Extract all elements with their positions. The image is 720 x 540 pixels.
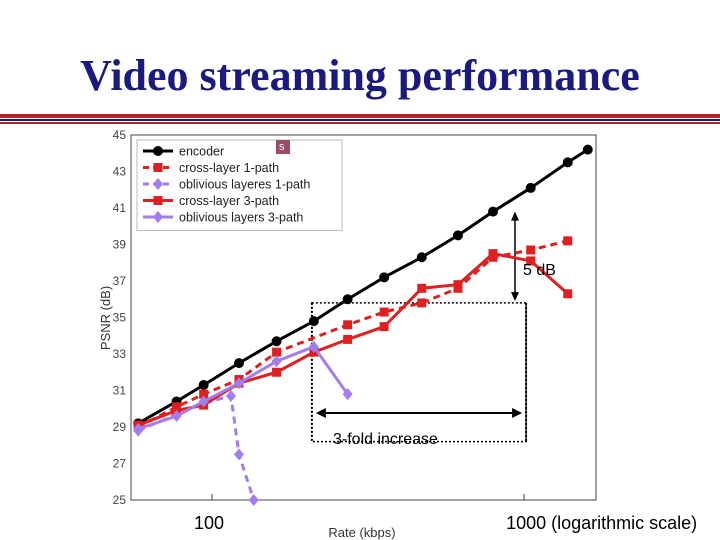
y-tick-label: 45: [113, 128, 127, 142]
y-tick-label: 39: [113, 238, 127, 252]
title-divider-red-thin: [0, 122, 720, 124]
data-point: [563, 289, 573, 299]
data-point: [248, 494, 259, 506]
data-point: [342, 294, 353, 305]
data-point: [379, 307, 389, 317]
data-point: [453, 280, 463, 290]
data-point: [308, 316, 319, 327]
gain-annotation: 5 dB: [523, 262, 556, 279]
data-point: [133, 422, 144, 435]
data-point: [271, 355, 282, 368]
series-4: [133, 340, 353, 435]
data-point: [526, 256, 536, 266]
legend-label: cross-layer 1-path: [179, 161, 279, 175]
x-axis-label: Rate (kbps): [328, 525, 395, 540]
y-tick-label: 27: [113, 457, 127, 471]
fold-arrow-left-head: [315, 408, 326, 418]
data-point: [379, 322, 389, 332]
series-line: [137, 239, 569, 429]
title-divider-blue: [0, 119, 720, 121]
x-tick-label: 1000 (logarithmic scale): [506, 513, 697, 533]
data-point: [452, 230, 463, 241]
x-tick-label: 100: [194, 513, 224, 533]
legend-label: oblivious layers 3-path: [179, 211, 303, 225]
legend-tag: s: [279, 141, 285, 153]
y-tick-label: 43: [113, 165, 127, 179]
legend-label: oblivious layeres 1-path: [179, 178, 310, 192]
data-point: [198, 395, 209, 408]
data-point: [563, 236, 573, 246]
data-point: [417, 298, 427, 308]
data-point: [379, 272, 390, 283]
data-point: [562, 157, 573, 168]
data-point: [233, 358, 244, 369]
legend-label: encoder: [179, 145, 224, 159]
legend-marker: [153, 196, 163, 205]
fold-arrow-right-head: [512, 408, 523, 418]
chart-legend: encoder cross-layer 1-path oblivious layer…: [136, 139, 343, 231]
y-axis-label: PSNR (dB): [98, 286, 113, 350]
data-point: [526, 245, 536, 255]
y-tick-label: 33: [113, 347, 127, 361]
data-point: [271, 336, 282, 347]
gain-arrow-top-head: [511, 211, 519, 221]
data-point: [488, 249, 498, 259]
series-0: [133, 144, 593, 429]
legend-tag-swatch: [276, 140, 290, 154]
slide-title: Video streaming performance: [80, 51, 640, 100]
y-tick-label: 35: [113, 311, 127, 325]
data-point: [272, 367, 282, 377]
legend-marker: [153, 146, 163, 156]
title-divider-red: [0, 114, 720, 118]
chart-series: [133, 144, 593, 506]
data-point: [343, 320, 353, 330]
legend-marker: [153, 211, 163, 223]
legend-marker: [153, 163, 163, 172]
legend-box: [136, 139, 343, 231]
data-point: [198, 380, 209, 391]
data-point: [233, 448, 244, 461]
data-point: [417, 283, 427, 293]
data-point: [225, 389, 236, 402]
data-point: [272, 347, 282, 357]
data-point: [308, 340, 319, 353]
y-tick-label: 25: [113, 493, 127, 507]
series-line: [137, 394, 256, 501]
legend-label: cross-layer 3-path: [179, 194, 279, 208]
y-tick-label: 29: [113, 420, 127, 434]
y-tick-label: 41: [113, 201, 127, 215]
data-point: [525, 182, 536, 193]
data-point: [342, 388, 353, 401]
y-tick-label: 37: [113, 274, 127, 288]
data-point: [343, 334, 353, 344]
data-point: [199, 389, 209, 399]
gain-arrow-bottom-head: [511, 292, 519, 302]
data-point: [233, 377, 244, 390]
data-point: [582, 144, 593, 155]
y-tick-label: 31: [113, 384, 127, 398]
series-line: [137, 148, 589, 425]
data-point: [487, 206, 498, 217]
fold-annotation: 3-fold increase: [333, 431, 438, 448]
legend-marker: [153, 178, 163, 190]
data-point: [416, 252, 427, 263]
data-point: [171, 410, 182, 423]
